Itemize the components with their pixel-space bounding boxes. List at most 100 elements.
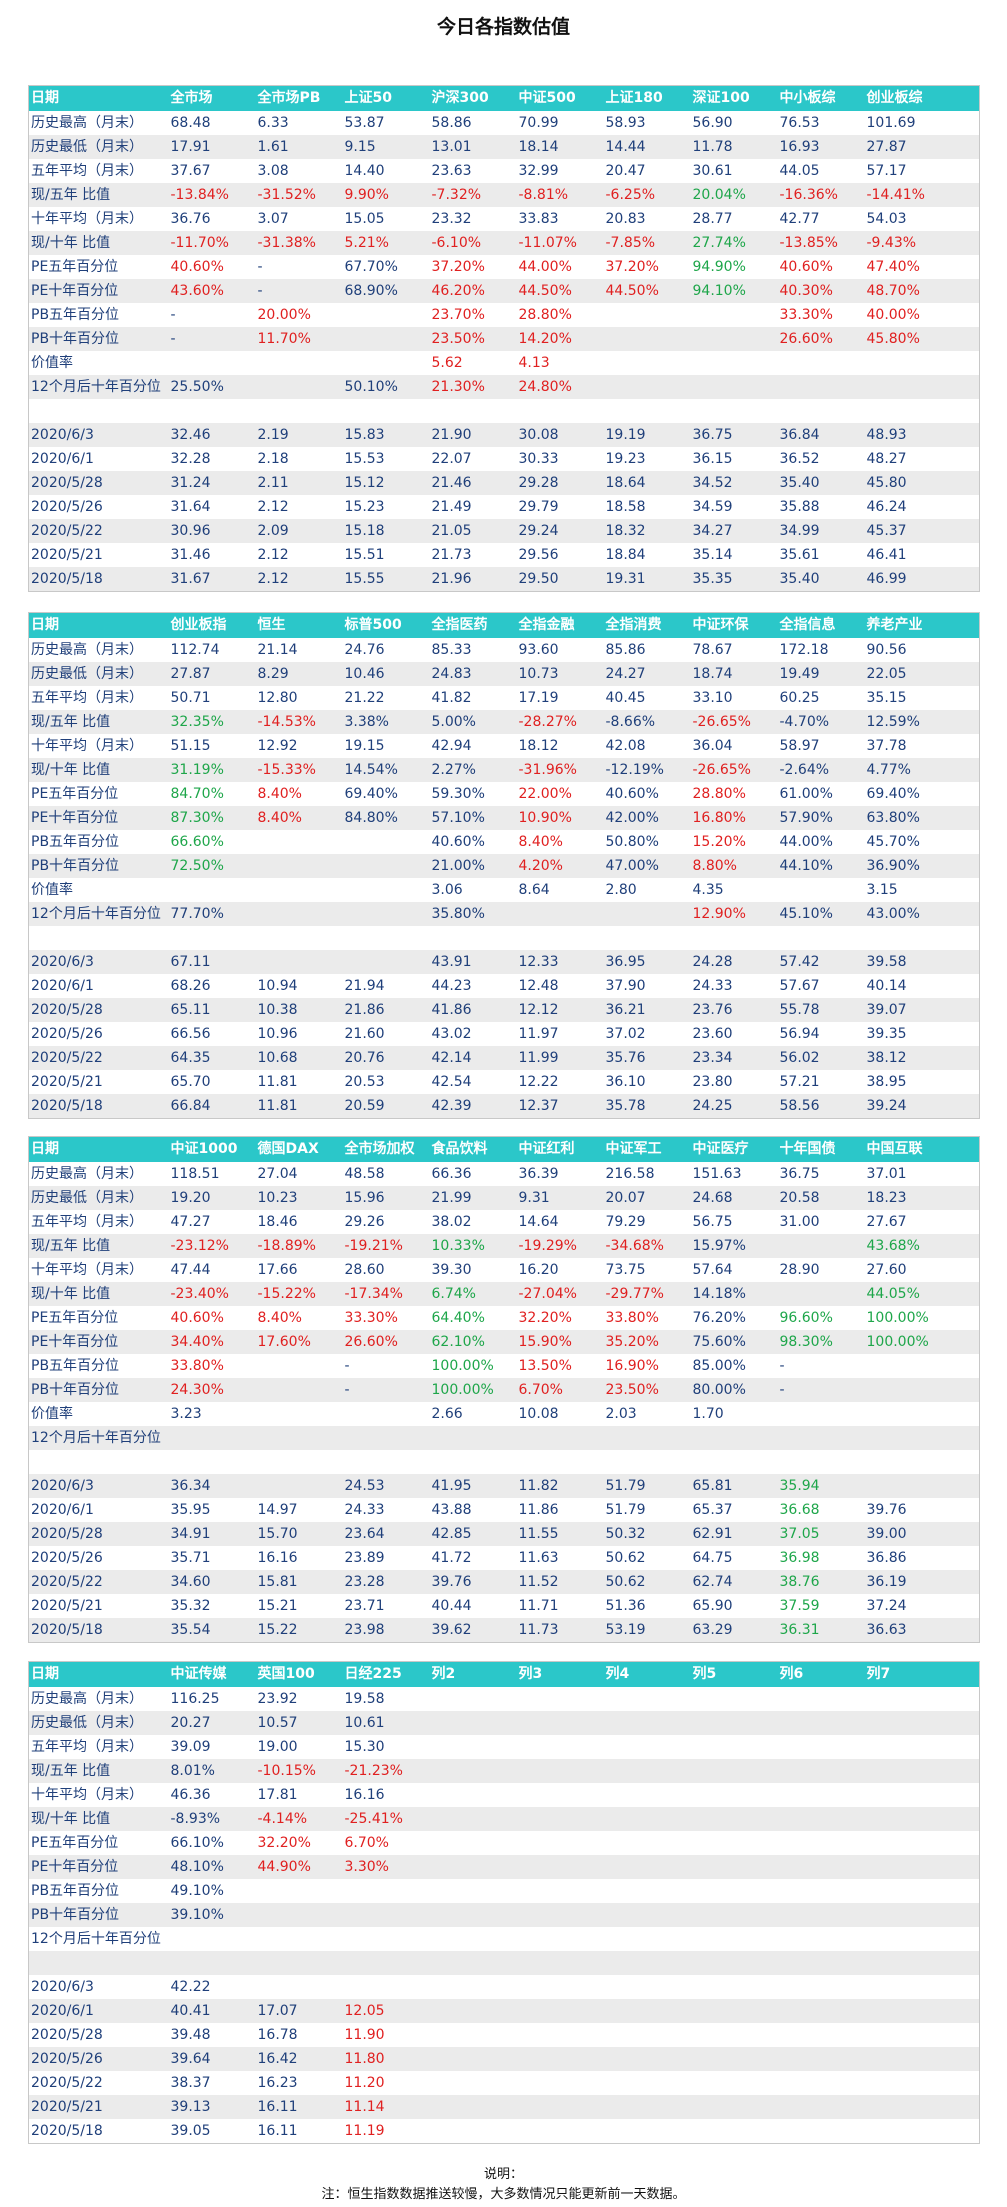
table-row: PB五年百分位 66.60% 40.60% 8.40% 50.80% 15.20% 44.0… bbox=[28, 830, 980, 854]
table-cell bbox=[255, 878, 343, 902]
table-cell: -27.04% bbox=[516, 1282, 604, 1306]
table-row: 12个月后十年百分位 77.70% 35.80% 12.90% 45.10% 43.00% bbox=[28, 902, 980, 926]
table-cell bbox=[429, 926, 517, 950]
table-cell: 66.60% bbox=[168, 830, 256, 854]
table-cell bbox=[342, 1450, 430, 1474]
table-cell bbox=[777, 1402, 865, 1426]
table-cell: 35.54 bbox=[168, 1618, 256, 1643]
table-cell: 15.96 bbox=[342, 1186, 430, 1210]
header-cell: 十年国债 bbox=[777, 1136, 865, 1162]
table-cell: 44.00% bbox=[777, 830, 865, 854]
row-label: 2020/5/28 bbox=[28, 2023, 169, 2047]
table-cell: 24.30% bbox=[168, 1378, 256, 1402]
table-cell: 33.30% bbox=[342, 1306, 430, 1330]
table-cell bbox=[864, 926, 980, 950]
table-cell: 40.60% bbox=[603, 782, 691, 806]
table-row: 五年平均（月末） 47.27 18.46 29.26 38.02 14.64 79.29 56… bbox=[28, 1210, 980, 1234]
table-cell: 11.90 bbox=[342, 2023, 430, 2047]
table-cell bbox=[255, 830, 343, 854]
table-cell: 57.10% bbox=[429, 806, 517, 830]
row-label: PE五年百分位 bbox=[28, 1831, 169, 1855]
table-cell: 25.50% bbox=[168, 375, 256, 399]
table-cell bbox=[864, 1426, 980, 1450]
table-cell: 31.67 bbox=[168, 567, 256, 592]
table-cell bbox=[342, 1903, 430, 1927]
header-cell: 列5 bbox=[690, 1661, 778, 1687]
table-cell: 19.49 bbox=[777, 662, 865, 686]
table-row: 12个月后十年百分位 bbox=[28, 1426, 980, 1450]
table-cell: -31.52% bbox=[255, 183, 343, 207]
table-cell bbox=[342, 303, 430, 327]
table-row: 现/十年 比值 -8.93% -4.14% -25.41% bbox=[28, 1807, 980, 1831]
table-cell: 100.00% bbox=[864, 1306, 980, 1330]
row-label: 2020/5/22 bbox=[28, 519, 169, 543]
table-cell: 57.90% bbox=[777, 806, 865, 830]
table-cell: 42.14 bbox=[429, 1046, 517, 1070]
table-cell bbox=[516, 399, 604, 423]
table-cell: 18.23 bbox=[864, 1186, 980, 1210]
table-cell bbox=[777, 1450, 865, 1474]
table-cell bbox=[429, 1711, 517, 1735]
table-cell: 40.60% bbox=[429, 830, 517, 854]
table-cell bbox=[864, 1831, 980, 1855]
table-cell: 50.62 bbox=[603, 1570, 691, 1594]
table-cell bbox=[255, 1879, 343, 1903]
table-cell: 66.84 bbox=[168, 1094, 256, 1119]
table-cell bbox=[777, 399, 865, 423]
table-cell bbox=[342, 1927, 430, 1951]
table-cell: 39.58 bbox=[864, 950, 980, 974]
table-cell bbox=[864, 351, 980, 375]
table-cell: 36.68 bbox=[777, 1498, 865, 1522]
header-cell: 列7 bbox=[864, 1661, 980, 1687]
table-cell: 17.81 bbox=[255, 1783, 343, 1807]
table-cell: -7.32% bbox=[429, 183, 517, 207]
table-cell: 44.05% bbox=[864, 1282, 980, 1306]
table-cell: 12.92 bbox=[255, 734, 343, 758]
page-title: 今日各指数估值 bbox=[436, 16, 570, 38]
header-cell: 中证医疗 bbox=[690, 1136, 778, 1162]
table-cell: 118.51 bbox=[168, 1162, 256, 1186]
table-cell bbox=[603, 327, 691, 351]
table-cell: 62.74 bbox=[690, 1570, 778, 1594]
table-cell bbox=[429, 1999, 517, 2023]
table-cell: 3.07 bbox=[255, 207, 343, 231]
table-cell: 30.08 bbox=[516, 423, 604, 447]
table-cell: - bbox=[168, 327, 256, 351]
header-cell: 上证50 bbox=[342, 85, 430, 111]
table-cell: 30.61 bbox=[690, 159, 778, 183]
table-cell: -26.65% bbox=[690, 710, 778, 734]
row-label: 历史最高（月末） bbox=[28, 1687, 169, 1711]
header-cell: 列3 bbox=[516, 1661, 604, 1687]
table-cell: 32.20% bbox=[516, 1306, 604, 1330]
table-cell: 61.00% bbox=[777, 782, 865, 806]
table-cell: 44.50% bbox=[516, 279, 604, 303]
table-cell: 33.83 bbox=[516, 207, 604, 231]
table-cell: 56.90 bbox=[690, 111, 778, 135]
table-cell bbox=[516, 1735, 604, 1759]
table-cell: 35.20% bbox=[603, 1330, 691, 1354]
table-cell: 24.76 bbox=[342, 638, 430, 662]
table-cell: 51.15 bbox=[168, 734, 256, 758]
header-cell: 中小板综 bbox=[777, 85, 865, 111]
row-label bbox=[28, 399, 169, 423]
table-cell: 15.21 bbox=[255, 1594, 343, 1618]
table-cell: 6.74% bbox=[429, 1282, 517, 1306]
table-cell: 76.53 bbox=[777, 111, 865, 135]
table-cell: 37.90 bbox=[603, 974, 691, 998]
row-label: PE十年百分位 bbox=[28, 806, 169, 830]
note-heading: 说明： bbox=[483, 2167, 523, 2182]
table-cell: 12.12 bbox=[516, 998, 604, 1022]
table-cell bbox=[603, 1783, 691, 1807]
row-label: PE五年百分位 bbox=[28, 255, 169, 279]
table-cell: 32.35% bbox=[168, 710, 256, 734]
table-cell: 35.71 bbox=[168, 1546, 256, 1570]
table-cell: 80.00% bbox=[690, 1378, 778, 1402]
table-cell: 85.33 bbox=[429, 638, 517, 662]
table-cell bbox=[777, 2023, 865, 2047]
table-cell: -21.23% bbox=[342, 1759, 430, 1783]
row-label: 12个月后十年百分位 bbox=[28, 1426, 169, 1450]
table-row: 2020/5/18 66.84 11.81 20.59 42.39 12.37 35.78 2… bbox=[28, 1094, 980, 1119]
table-cell: 11.73 bbox=[516, 1618, 604, 1643]
table-cell: 172.18 bbox=[777, 638, 865, 662]
table-cell: 48.10% bbox=[168, 1855, 256, 1879]
